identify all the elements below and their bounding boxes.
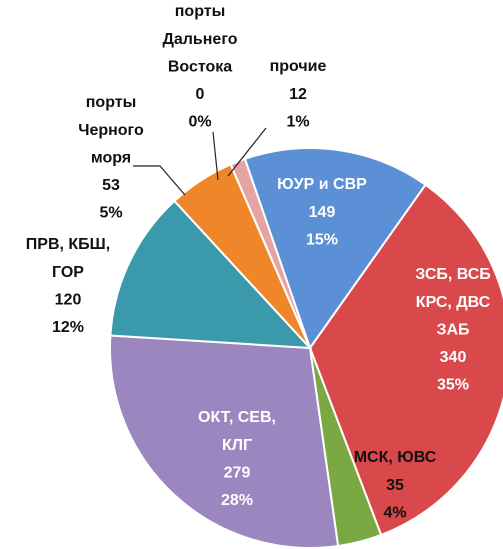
percent-label: 5% xyxy=(99,205,122,222)
slice-label: порты xyxy=(175,3,226,20)
slice xyxy=(308,183,503,537)
slice-label: ГОР xyxy=(52,264,84,281)
slice xyxy=(109,334,340,549)
percent-label: 15% xyxy=(306,231,338,248)
percent-label: 28% xyxy=(221,492,253,509)
percent-label: 1% xyxy=(286,113,309,130)
slice-label: Дальнего xyxy=(162,31,237,48)
slice-label: КРС, ДВС xyxy=(416,294,491,311)
slice-label: ОКТ, СЕВ, xyxy=(198,409,276,426)
value-label: 120 xyxy=(55,291,82,308)
slice-label: ЮУР и СВР xyxy=(277,176,367,193)
value-label: 12 xyxy=(289,86,307,103)
slice-label: ЗАБ xyxy=(436,321,469,338)
percent-label: 4% xyxy=(383,504,406,521)
leader-line xyxy=(212,131,219,181)
slice-label: прочие xyxy=(270,58,327,75)
percent-label: 12% xyxy=(52,319,84,336)
slice xyxy=(243,147,427,351)
value-label: 279 xyxy=(224,464,251,481)
value-label: 340 xyxy=(440,349,467,366)
slice-label: Востока xyxy=(168,58,232,75)
slice-label: порты xyxy=(86,94,137,111)
slice-label: Черного xyxy=(78,122,144,139)
slice xyxy=(229,157,311,349)
slices xyxy=(109,147,503,549)
value-label: 35 xyxy=(386,477,404,494)
leader-line xyxy=(227,127,267,177)
slice-label: ПРВ, КБШ, xyxy=(26,236,110,253)
labels: ЮУР и СВР 149 15% ЗСБ, ВСБ КРС, ДВС ЗАБ 340 35%… xyxy=(26,3,491,521)
leader-line xyxy=(133,165,186,196)
value-label: 53 xyxy=(102,177,120,194)
slice-label: моря xyxy=(91,149,131,166)
value-label: 149 xyxy=(309,204,336,221)
value-label: 0 xyxy=(196,86,205,103)
slice-label: МСК, ЮВС xyxy=(354,449,437,466)
slice-label: КЛГ xyxy=(222,437,252,454)
slice-label: ЗСБ, ВСБ xyxy=(415,266,491,283)
percent-label: 0% xyxy=(188,114,211,131)
slice xyxy=(109,199,313,350)
percent-label: 35% xyxy=(437,377,469,394)
